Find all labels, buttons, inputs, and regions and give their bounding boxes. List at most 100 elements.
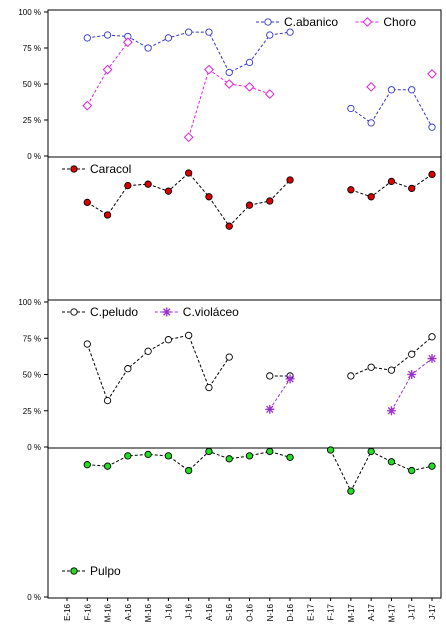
x-tick-label: M-16	[104, 603, 113, 622]
x-tick-label: N-16	[266, 603, 275, 621]
y-tick-label: 50 %	[23, 371, 41, 380]
data-point	[225, 222, 233, 230]
y-tick-label: 0 %	[27, 593, 41, 602]
data-point	[224, 79, 235, 89]
data-point	[266, 372, 274, 380]
legend-marker	[162, 307, 172, 317]
legend-marker	[70, 308, 78, 316]
x-tick-label: J-16	[164, 603, 173, 619]
data-point	[102, 64, 113, 75]
data-point	[144, 347, 152, 355]
data-point	[83, 461, 91, 469]
legend-label: C.violáceo	[183, 305, 239, 319]
data-point	[124, 181, 132, 190]
series-c-abanico	[83, 28, 436, 131]
panel-4: 0 % Pulpo	[27, 446, 442, 602]
data-point	[205, 28, 213, 36]
data-point	[103, 396, 112, 405]
data-point	[387, 177, 396, 186]
y-tick-label: 25 %	[23, 116, 41, 125]
data-point	[347, 372, 355, 380]
x-tick-label: A-17	[367, 603, 376, 620]
series-line	[350, 89, 433, 128]
data-point	[427, 69, 437, 79]
data-point	[164, 336, 173, 344]
series-c-peludo	[83, 331, 436, 405]
x-tick-label: J-17	[428, 603, 437, 619]
panel-1: 100 % 75 % 50 % 25 % 0 % C.abanico Choro	[18, 8, 442, 161]
x-tick-label: J-17	[408, 603, 417, 619]
data-point	[366, 81, 377, 92]
data-point	[245, 58, 254, 67]
legend-entry: Caracol	[62, 162, 131, 176]
data-point	[266, 31, 274, 39]
x-tick-label: A-16	[205, 603, 214, 620]
series-line	[87, 31, 291, 74]
data-point	[124, 452, 132, 460]
series-line	[87, 450, 291, 472]
x-tick-label: F-17	[327, 603, 336, 620]
data-point	[245, 452, 254, 460]
data-point	[103, 462, 112, 470]
data-point	[408, 350, 416, 358]
series-line	[391, 358, 433, 411]
legend-label: Choro	[383, 15, 416, 29]
y-tick-label: 0 %	[27, 152, 41, 161]
x-tick-label: E-17	[306, 603, 315, 620]
y-tick-label: 25 %	[23, 407, 41, 416]
data-point	[347, 487, 355, 495]
chart-panels: 100 % 75 % 50 % 25 % 0 % C.abanico Choro Caraco…	[18, 8, 442, 602]
legend-entry: Choro	[355, 15, 416, 29]
y-tick-label: 50 %	[23, 80, 41, 89]
data-point	[225, 353, 233, 361]
data-point	[83, 340, 91, 348]
series-pulpo	[83, 446, 436, 495]
data-point	[367, 363, 375, 371]
data-point	[387, 458, 396, 466]
legend-label: Caracol	[90, 162, 131, 176]
x-axis: E-16 F-16 M-16 A-16 M-16 J-16 J-16 A-16 S-16 O-16…	[63, 598, 437, 622]
data-point	[266, 197, 274, 205]
data-point	[122, 37, 133, 48]
legend-marker	[362, 17, 373, 27]
data-point	[204, 64, 214, 75]
y-tick-label: 0 %	[27, 443, 41, 452]
y-tick-label: 100 %	[18, 298, 41, 307]
data-point	[185, 169, 193, 177]
panel-2: Caracol	[47, 156, 442, 301]
legend-label: Pulpo	[90, 564, 121, 578]
data-point	[245, 201, 254, 209]
legend-entry: C.abanico	[256, 15, 338, 29]
panel-3: 100 % 75 % 50 % 25 % 0 % C.peludo C.violáceo	[18, 298, 442, 452]
data-point	[428, 462, 436, 470]
data-point	[205, 447, 213, 456]
data-point	[266, 447, 274, 456]
data-point	[326, 446, 335, 454]
data-point	[428, 333, 436, 341]
legend-marker	[70, 165, 78, 173]
legend-marker	[70, 567, 78, 575]
data-point	[347, 104, 355, 113]
data-point	[103, 211, 112, 219]
data-point	[103, 31, 112, 39]
data-point	[428, 170, 436, 179]
data-point	[265, 404, 275, 414]
data-point	[225, 68, 233, 77]
x-tick-label: M-17	[387, 603, 396, 622]
data-point	[183, 132, 194, 143]
y-tick-label: 100 %	[18, 8, 41, 17]
data-point	[185, 28, 193, 36]
data-point	[264, 89, 275, 99]
data-point	[205, 193, 213, 201]
data-point	[144, 450, 152, 459]
y-tick-label: 75 %	[23, 44, 41, 53]
x-tick-label: M-16	[144, 603, 153, 622]
data-point	[367, 447, 375, 456]
data-point	[427, 354, 437, 364]
data-point	[244, 81, 255, 92]
x-tick-label: M-17	[347, 603, 356, 622]
legend-marker	[264, 18, 272, 26]
data-point	[144, 44, 152, 52]
legend-label: C.abanico	[284, 15, 338, 29]
panel-frame	[47, 447, 442, 599]
